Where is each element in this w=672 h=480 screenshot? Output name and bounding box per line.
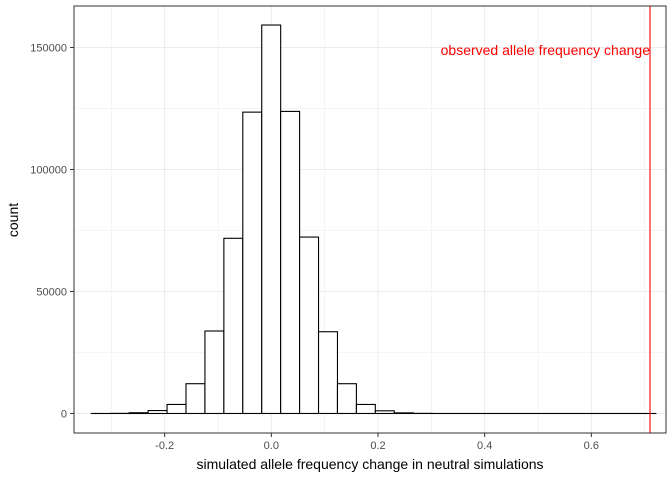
y-axis-title: count [5,203,21,237]
y-tick-label: 50000 [36,286,67,298]
x-tick-label: -0.2 [155,440,174,452]
panel-border [73,5,667,434]
panel-background [74,6,666,433]
x-tick-label: 0.2 [370,440,385,452]
y-tick-label: 150000 [30,42,67,54]
histogram-bar [336,383,357,415]
histogram-bars [90,24,657,415]
y-tick-label: 100000 [30,164,67,176]
histogram-bar [128,412,149,415]
histogram-bar [393,412,414,415]
annotation-layer: observed allele frequency change [441,42,651,58]
x-tick-label: 0.6 [584,440,599,452]
histogram-bar [204,330,225,415]
x-tick-label: 0.4 [477,440,492,452]
histogram-bar [261,24,282,415]
histogram-bar [317,331,339,415]
grid-minor [74,6,666,433]
y-tick-label: 0 [61,408,67,420]
observed-annotation-label: observed allele frequency change [441,42,651,58]
histogram-bar [223,237,244,415]
x-axis-title: simulated allele frequency change in neu… [196,456,543,472]
x-axis-ticks: -0.2 0.0 0.2 0.4 0.6 [155,433,599,452]
histogram-bar [147,410,168,415]
histogram-bar [242,111,263,415]
histogram-bar [355,403,376,415]
histogram-bar [185,383,206,415]
histogram-bar [166,403,187,415]
y-axis-ticks: 0 50000 100000 150000 [30,42,74,420]
histogram-bar [280,110,301,415]
histogram-bar [299,236,320,415]
histogram-bar [374,410,395,415]
x-tick-label: 0.0 [264,440,279,452]
